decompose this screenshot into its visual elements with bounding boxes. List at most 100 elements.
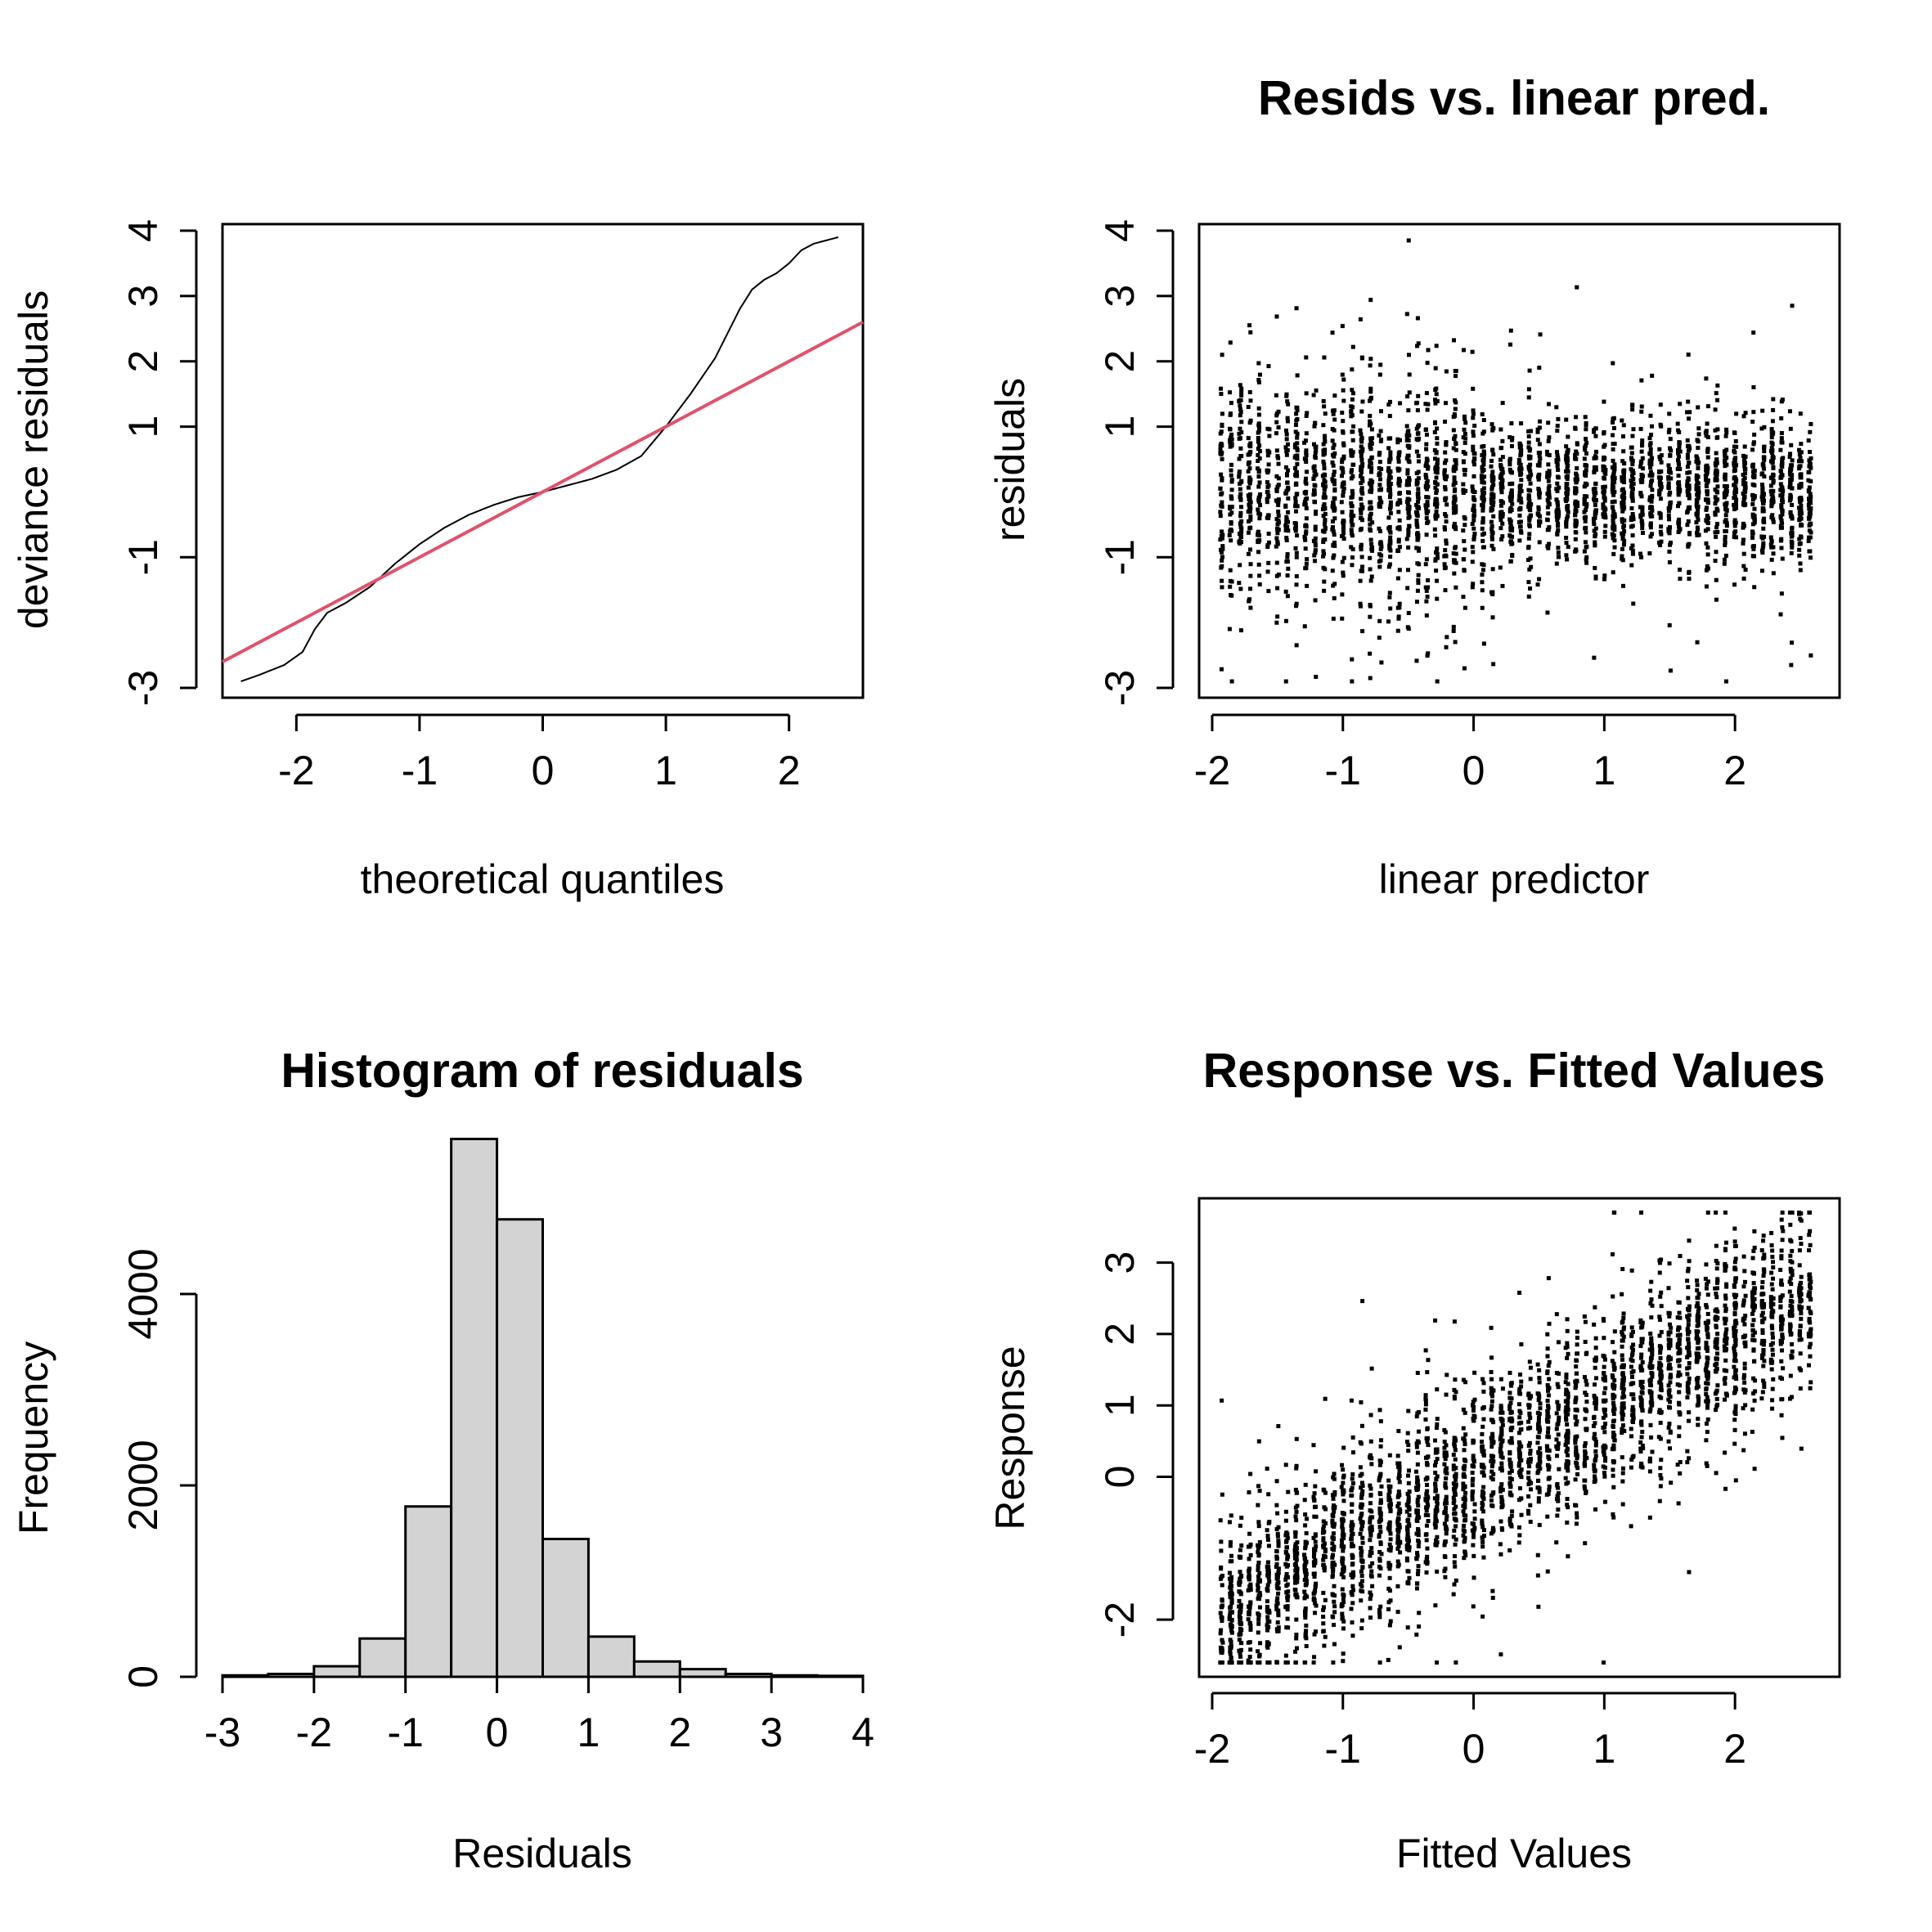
- resid-point: [1359, 547, 1364, 552]
- resid-point: [1313, 451, 1318, 456]
- resid-point: [1481, 418, 1486, 423]
- fitted-point: [1611, 1467, 1615, 1472]
- resid-point: [1593, 434, 1598, 438]
- resid-point: [1424, 588, 1429, 593]
- resid-point: [1406, 568, 1411, 573]
- fitted-point: [1602, 1391, 1606, 1395]
- fitted-point: [1350, 1480, 1355, 1485]
- resid-point: [1751, 493, 1756, 498]
- fitted-point: [1732, 1330, 1737, 1335]
- resid-point: [1732, 450, 1737, 455]
- resid-point: [1247, 323, 1252, 328]
- fitted-point: [1536, 1604, 1541, 1609]
- resid-point: [1219, 503, 1224, 508]
- histogram-x-tick-label: 1: [577, 1710, 600, 1755]
- resid-x-tick-label: 2: [1723, 748, 1746, 793]
- resid-point: [1359, 454, 1364, 459]
- resid-point: [1350, 468, 1355, 473]
- resid-point: [1452, 488, 1457, 493]
- fitted-point: [1678, 1460, 1683, 1465]
- resid-point: [1705, 470, 1710, 475]
- resid-point: [1248, 573, 1253, 578]
- resid-point: [1284, 392, 1289, 397]
- resid-point: [1305, 557, 1310, 562]
- resid-point: [1462, 416, 1467, 421]
- resid-point: [1798, 541, 1803, 546]
- resid-point: [1332, 532, 1337, 537]
- resid-point: [1332, 553, 1337, 558]
- resid-point: [1451, 446, 1456, 451]
- resid-point: [1704, 541, 1709, 546]
- resid-point: [1285, 480, 1290, 485]
- resid-point: [1518, 487, 1523, 492]
- resid-point: [1547, 501, 1552, 506]
- resid-point: [1378, 409, 1383, 414]
- resid-point: [1239, 430, 1244, 435]
- resid-point: [1451, 628, 1456, 633]
- resid-point: [1276, 514, 1281, 519]
- resid-point: [1705, 447, 1710, 452]
- resid-point: [1778, 482, 1783, 487]
- fitted-point: [1808, 1327, 1813, 1332]
- resid-point: [1284, 536, 1289, 541]
- resid-point: [1395, 440, 1400, 445]
- resid-point: [1798, 456, 1803, 461]
- resid-point: [1806, 470, 1811, 475]
- resid-point: [1583, 470, 1588, 474]
- resid-point: [1602, 496, 1607, 501]
- fitted-point: [1387, 1487, 1392, 1492]
- resid-point: [1519, 421, 1524, 426]
- resid-point: [1510, 438, 1515, 443]
- resid-point: [1322, 588, 1327, 593]
- resid-point: [1284, 488, 1289, 493]
- fitted-point: [1219, 1566, 1224, 1571]
- fitted-point: [1584, 1427, 1589, 1431]
- resid-point: [1741, 576, 1746, 581]
- resid-point: [1734, 463, 1739, 468]
- fitted-point: [1732, 1323, 1737, 1328]
- resid-point: [1358, 601, 1363, 606]
- resid-point: [1657, 470, 1662, 474]
- resid-point: [1341, 519, 1346, 524]
- fitted-point: [1638, 1446, 1643, 1451]
- resid-point: [1769, 440, 1774, 445]
- resid-point: [1303, 546, 1308, 551]
- fitted-point: [1274, 1561, 1279, 1566]
- resid-point: [1379, 438, 1384, 443]
- resid-point: [1761, 519, 1766, 523]
- resid-point: [1295, 448, 1300, 453]
- fitted-point: [1462, 1442, 1467, 1447]
- resid-point: [1220, 536, 1224, 541]
- fitted-point: [1789, 1293, 1794, 1298]
- resid-point: [1490, 615, 1495, 620]
- fitted-plot-panel: Response vs. Fitted Values Fitted Values…: [987, 1044, 1841, 1876]
- resid-point: [1537, 488, 1542, 493]
- resid-point: [1323, 506, 1328, 511]
- resid-point: [1416, 431, 1421, 436]
- resid-point: [1750, 482, 1755, 487]
- fitted-point: [1237, 1648, 1242, 1653]
- fitted-point: [1323, 1634, 1328, 1639]
- fitted-point: [1426, 1518, 1431, 1523]
- resid-point: [1321, 549, 1326, 554]
- fitted-point: [1705, 1282, 1710, 1287]
- resid-point: [1341, 377, 1346, 382]
- resid-point: [1387, 474, 1392, 479]
- resid-point: [1583, 481, 1588, 486]
- resid-point: [1480, 588, 1485, 593]
- fitted-point: [1583, 1440, 1588, 1445]
- resid-point: [1256, 469, 1261, 474]
- resid-point: [1322, 466, 1327, 471]
- resid-point: [1714, 391, 1719, 396]
- resid-point: [1323, 411, 1328, 416]
- fitted-point: [1564, 1373, 1569, 1377]
- resid-point: [1396, 452, 1401, 457]
- resid-point: [1369, 470, 1374, 474]
- histogram-bar: [770, 1674, 819, 1678]
- resid-point: [1781, 500, 1786, 505]
- resid-point: [1397, 450, 1402, 455]
- fitted-point: [1321, 1524, 1326, 1529]
- resid-point: [1332, 479, 1337, 483]
- resid-point: [1341, 525, 1346, 530]
- resid-point: [1387, 524, 1392, 529]
